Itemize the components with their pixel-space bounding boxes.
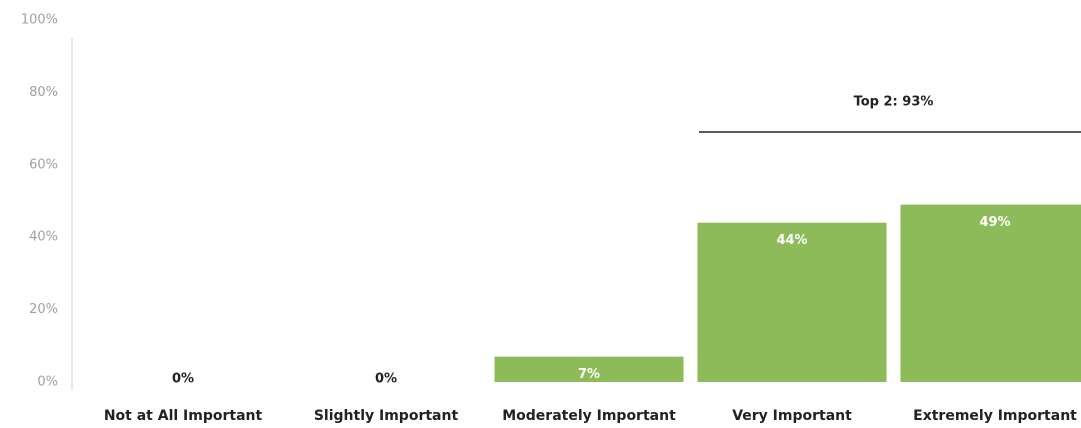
x-tick-label: Moderately Important (502, 408, 676, 424)
y-tick-label: 100% (21, 13, 58, 28)
value-label: 49% (979, 215, 1010, 230)
x-tick-label: Slightly Important (314, 408, 459, 424)
value-label: 0% (375, 372, 397, 387)
value-label: 7% (578, 367, 600, 382)
y-tick-label: 40% (29, 230, 58, 245)
value-label: 44% (776, 233, 807, 248)
annotation: Top 2: 93% (854, 95, 934, 110)
y-tick-label: 60% (29, 157, 58, 172)
x-tick-label: Not at All Important (104, 408, 263, 424)
bar (900, 204, 1081, 382)
x-tick-label: Very Important (732, 408, 852, 424)
y-tick-label: 80% (29, 85, 58, 100)
y-tick-label: 0% (37, 375, 58, 390)
y-tick-label: 20% (29, 302, 58, 317)
bar (494, 356, 684, 382)
value-label: 0% (172, 372, 194, 387)
x-tick-label: Extremely Important (913, 408, 1077, 424)
bar (697, 222, 887, 382)
